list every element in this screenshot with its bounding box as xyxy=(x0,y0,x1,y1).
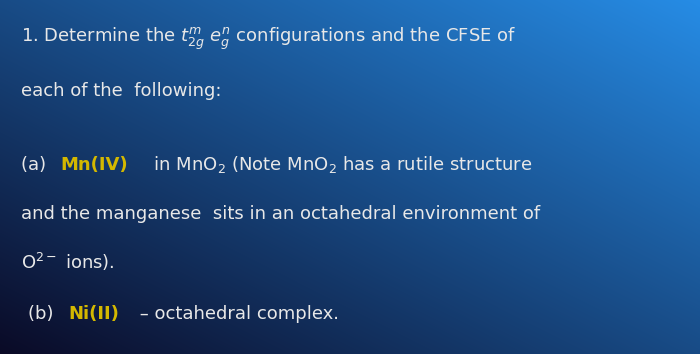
Text: (a): (a) xyxy=(21,156,52,174)
Text: Mn(IV): Mn(IV) xyxy=(61,156,129,174)
Text: – octahedral complex.: – octahedral complex. xyxy=(134,304,339,322)
Text: 1. Determine the $t_{2g}^{m}$ $e_{g}^{n}$ configurations and the CFSE of: 1. Determine the $t_{2g}^{m}$ $e_{g}^{n}… xyxy=(21,26,516,52)
Text: in MnO$_2$ (Note MnO$_2$ has a rutile structure: in MnO$_2$ (Note MnO$_2$ has a rutile st… xyxy=(148,154,533,175)
Text: O$^{2-}$ ions).: O$^{2-}$ ions). xyxy=(21,251,115,273)
Text: and the manganese  sits in an octahedral environment of: and the manganese sits in an octahedral … xyxy=(21,205,540,223)
Text: each of the  following:: each of the following: xyxy=(21,81,221,99)
Text: (b): (b) xyxy=(28,304,60,322)
Text: Ni(II): Ni(II) xyxy=(69,304,119,322)
